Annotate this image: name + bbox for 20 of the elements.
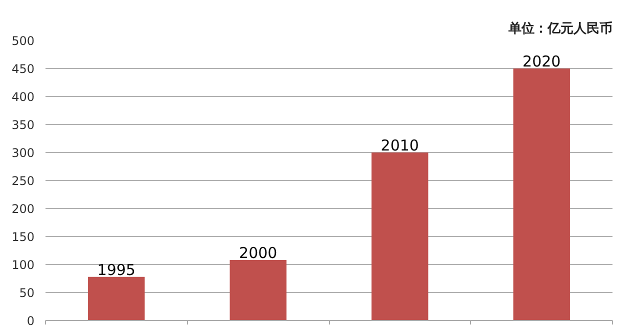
y-tick-label: 200: [12, 202, 34, 216]
x-tick-label: 2020: [522, 52, 561, 70]
y-tick-label: 150: [12, 230, 34, 244]
bar: [230, 260, 286, 320]
y-tick-label: 50: [19, 286, 35, 300]
bar: [88, 276, 145, 320]
y-tick-label: 500: [12, 34, 34, 48]
y-tick-label: 100: [12, 258, 34, 272]
bar: [513, 68, 570, 320]
y-tick-label: 0: [26, 314, 35, 328]
y-tick-label: 350: [12, 118, 34, 132]
y-tick-label: 400: [12, 90, 34, 104]
y-tick-label: 250: [12, 174, 34, 188]
y-tick-label: 450: [12, 62, 34, 76]
bar: [372, 152, 428, 320]
text: 单位：亿元人民币: [508, 20, 612, 36]
x-tick-label: 2010: [380, 136, 419, 154]
y-tick-label: 300: [12, 146, 34, 160]
x-tick-label: 1995: [97, 260, 136, 279]
x-tick-label: 2000: [239, 244, 278, 262]
